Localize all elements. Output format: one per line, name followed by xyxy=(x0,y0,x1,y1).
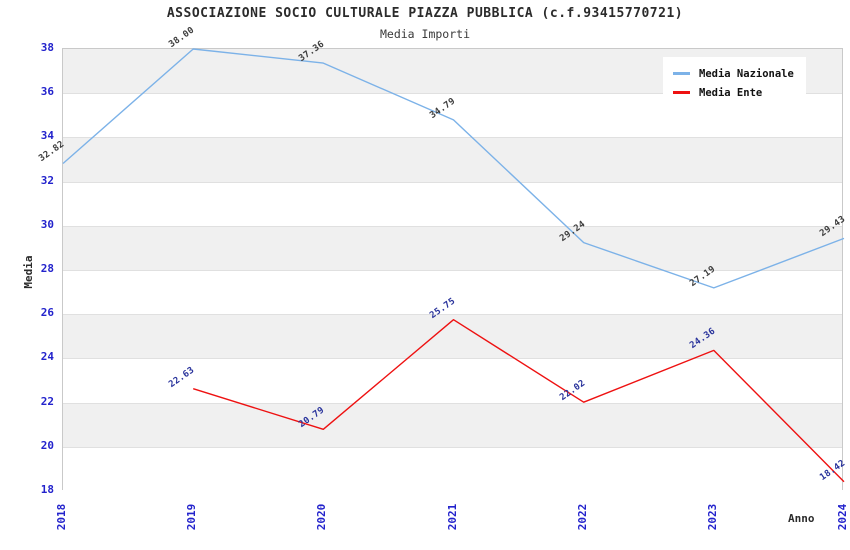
y-tick-label: 30 xyxy=(40,217,54,231)
chart-title: ASSOCIAZIONE SOCIO CULTURALE PIAZZA PUBB… xyxy=(166,6,684,21)
y-tick-label: 18 xyxy=(40,483,54,496)
legend-label: Media Ente xyxy=(699,86,763,99)
line-swatch-icon xyxy=(673,91,690,94)
plot-area: 32.82 38.00 37.36 34.79 29.24 27.19 29.43 22.63… xyxy=(37,25,847,491)
chart-subtitle: Media Importi xyxy=(379,27,470,41)
plot-band xyxy=(63,137,842,182)
gridline xyxy=(63,358,842,360)
gridline xyxy=(63,93,842,95)
gridline xyxy=(63,314,842,316)
plot-band xyxy=(63,181,842,226)
plot-band xyxy=(63,225,842,270)
legend-entry-media-nazionale: Media Nazionale xyxy=(673,64,794,83)
y-tick-label: 32 xyxy=(40,173,54,187)
legend: Media Nazionale Media Ente xyxy=(663,57,806,109)
gridline xyxy=(63,225,842,227)
line-series-svg xyxy=(62,48,845,483)
series-line xyxy=(62,48,845,289)
y-tick-label: 20 xyxy=(40,438,54,452)
x-tick-label: 2020 xyxy=(315,503,329,531)
gridline xyxy=(63,402,842,404)
gridline xyxy=(63,270,842,271)
legend-label: Media Nazionale xyxy=(699,67,794,80)
legend-entry-media-ente: Media Ente xyxy=(673,83,794,102)
x-tick-label: 2022 xyxy=(575,503,589,531)
plot-band xyxy=(63,358,842,403)
y-tick-label: 36 xyxy=(40,85,54,99)
gridline xyxy=(63,181,842,183)
plot-band xyxy=(63,446,842,491)
x-tick-label: 2021 xyxy=(445,503,459,531)
y-tick-label: 24 xyxy=(40,350,54,364)
gridline xyxy=(63,137,842,139)
x-tick-label: 2023 xyxy=(705,503,719,531)
plot-band xyxy=(63,402,842,447)
y-tick-label: 28 xyxy=(40,262,54,275)
series-line xyxy=(192,319,845,483)
plot-band xyxy=(63,270,842,315)
x-tick-label: 2018 xyxy=(55,503,68,531)
y-tick-label: 34 xyxy=(40,129,54,143)
x-tick-label: 2024 xyxy=(836,503,849,531)
y-tick-label: 38 xyxy=(40,41,54,54)
y-tick-label: 22 xyxy=(40,394,54,408)
x-axis-label: Anno xyxy=(788,512,815,525)
y-tick-label: 26 xyxy=(40,306,54,320)
line-swatch-icon xyxy=(673,72,690,75)
x-tick-label: 2019 xyxy=(185,503,199,531)
gridline xyxy=(63,446,842,448)
